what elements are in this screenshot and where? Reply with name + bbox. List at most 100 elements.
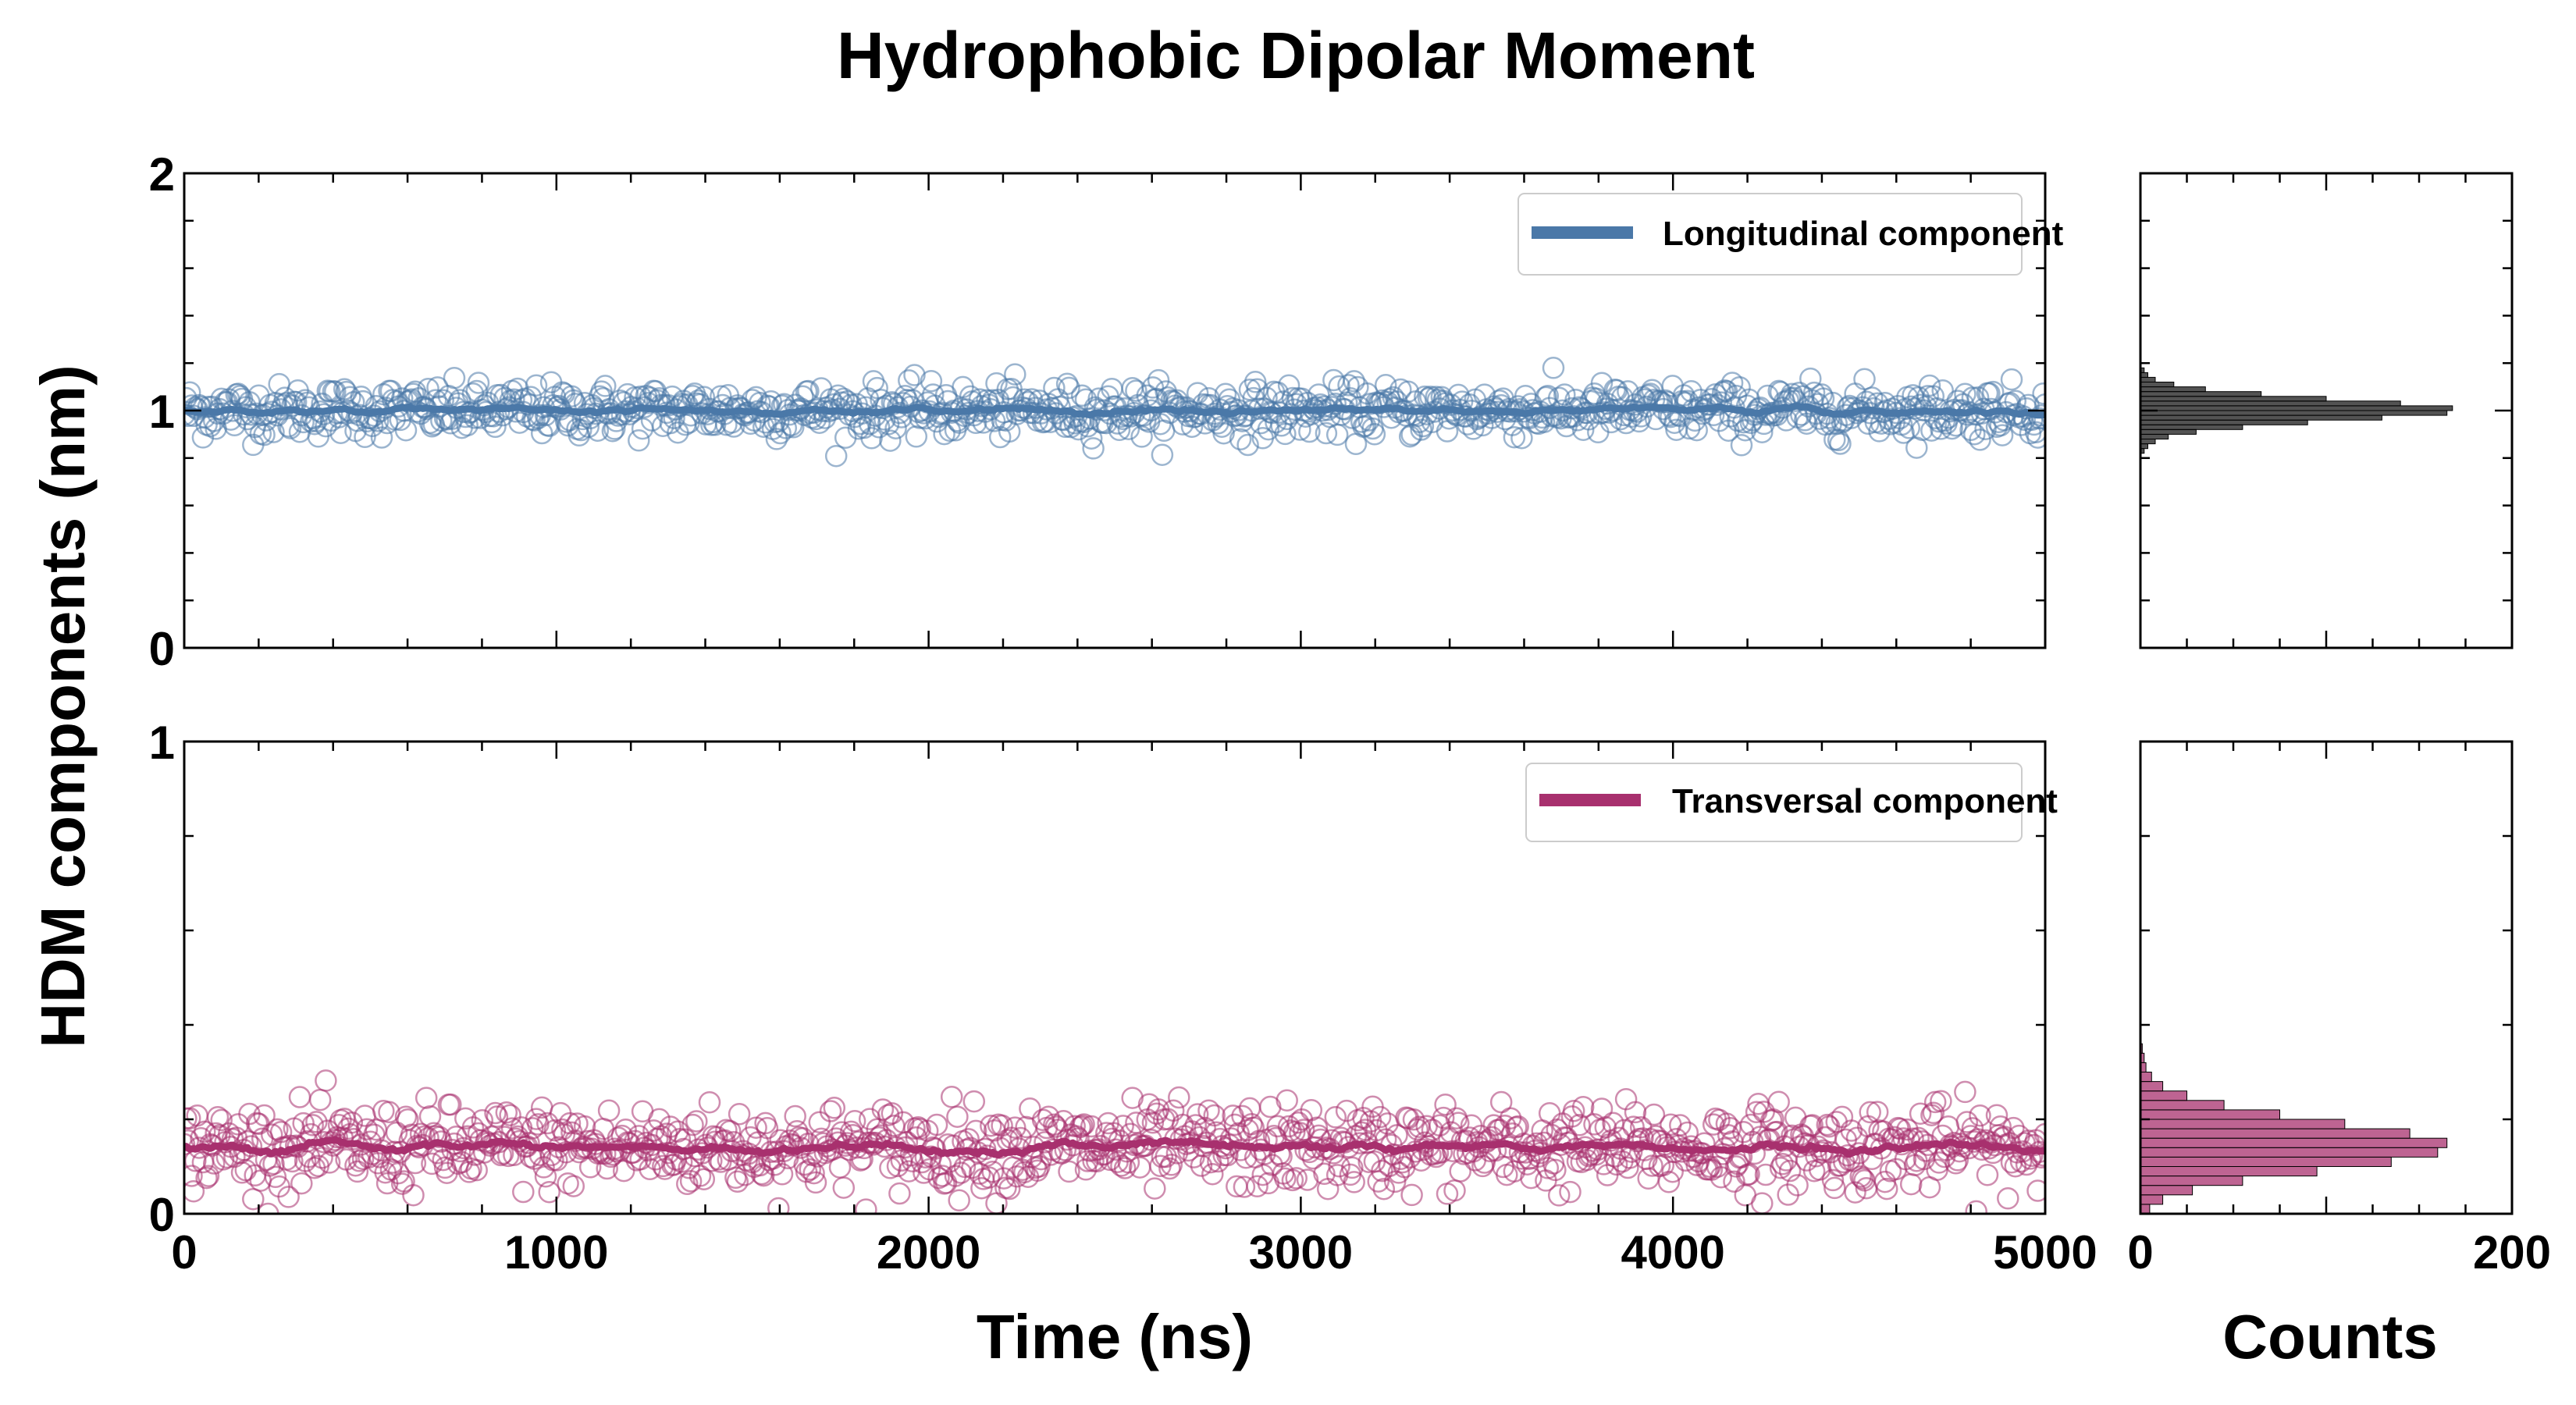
scatter-point: [257, 1202, 279, 1214]
scatter-point: [1542, 357, 1565, 379]
transversal-series: [184, 1069, 2045, 1214]
scatter-point: [288, 1086, 311, 1108]
scatter-point: [866, 376, 888, 400]
scatter-point: [770, 1163, 794, 1186]
scatter-point: [426, 376, 449, 399]
scatter-point: [1203, 1104, 1226, 1127]
scatter-point: [802, 1161, 825, 1185]
scatter-point: [985, 372, 1008, 395]
scatter-point: [1669, 1114, 1692, 1136]
scatter-point: [628, 429, 650, 452]
x-tick-label: 5000: [1993, 1226, 2097, 1279]
scatter-point: [1571, 418, 1595, 441]
scatter-point: [277, 414, 300, 438]
scatter-point: [346, 1160, 369, 1183]
scatter-point: [262, 421, 285, 443]
y-tick-label: 2: [149, 148, 175, 201]
scatter-point: [1055, 1128, 1079, 1151]
histogram-bar: [2140, 1166, 2318, 1177]
scatter-point: [512, 1180, 535, 1204]
top-panel-frame: [183, 172, 2047, 649]
scatter-point: [726, 1170, 749, 1193]
scatter-point: [1909, 1102, 1932, 1125]
scatter-point: [194, 1120, 216, 1144]
scatter-point: [1599, 411, 1623, 434]
bottom-panel-frame: [183, 740, 2047, 1215]
histogram-bar: [2140, 1194, 2164, 1205]
scatter-point: [1411, 414, 1435, 438]
scatter-point: [1044, 1115, 1068, 1138]
scatter-point: [843, 1109, 866, 1133]
x-axis-label-time: Time (ns): [977, 1302, 1253, 1371]
scatter-point: [1840, 1119, 1863, 1142]
bottom-legend-label: Transversal component: [1672, 782, 2058, 820]
x-tick-label: 3000: [1249, 1226, 1353, 1279]
scatter-point: [1160, 1154, 1183, 1176]
scatter-point: [1201, 1162, 1224, 1186]
y-axis-label: HDM components (nm): [28, 365, 98, 1048]
scatter-point: [601, 419, 624, 443]
scatter-point: [467, 372, 490, 394]
scatter-point: [1168, 1086, 1190, 1109]
scatter-point: [1229, 428, 1252, 451]
scatter-point: [860, 427, 883, 450]
scatter-point: [1276, 1089, 1298, 1112]
scatter-point: [1372, 1177, 1396, 1200]
scatter-point: [1946, 1149, 1969, 1172]
x-axis-label-counts: Counts: [2222, 1302, 2438, 1371]
scatter-point: [596, 1157, 618, 1180]
scatter-point: [962, 1090, 986, 1113]
scatter-point: [1371, 1159, 1393, 1183]
scatter-point: [471, 1109, 494, 1132]
scatter-point: [1242, 1116, 1265, 1140]
scatter-point: [1151, 443, 1174, 466]
histogram-bar: [2140, 1147, 2439, 1158]
scatter-point: [1257, 418, 1280, 441]
scatter-point: [881, 1102, 904, 1125]
scatter-point: [1212, 422, 1235, 445]
scatter-point: [1246, 1175, 1268, 1198]
scatter-point: [1553, 383, 1576, 406]
scatter-point: [1955, 1111, 1979, 1133]
histogram-bar: [2140, 414, 2382, 421]
scatter-point: [1488, 1119, 1511, 1141]
scatter-point: [685, 1110, 708, 1133]
scatter-point: [879, 1157, 902, 1179]
histogram-bar: [2140, 424, 2243, 430]
scatter-point: [1571, 1096, 1595, 1119]
scatter-point: [586, 419, 610, 442]
scatter-point: [1641, 1154, 1663, 1177]
scatter-point: [920, 369, 943, 393]
scatter-point: [1918, 374, 1941, 397]
scatter-point: [782, 416, 805, 439]
scatter-point: [681, 1113, 704, 1136]
scatter-point: [1605, 1153, 1628, 1176]
histogram-bar: [2140, 376, 2156, 382]
scatter-point: [977, 1166, 1001, 1189]
scatter-point: [1367, 1170, 1389, 1193]
histogram-bar: [2140, 1119, 2346, 1129]
scatter-point: [698, 1090, 721, 1114]
histogram-bar: [2140, 396, 2327, 402]
scatter-point: [1547, 1184, 1571, 1207]
scatter-point: [1954, 1080, 1976, 1104]
scatter-point: [1128, 1156, 1151, 1179]
scatter-point: [1754, 1163, 1777, 1186]
scatter-point: [1751, 1192, 1774, 1214]
scatter-point: [1799, 367, 1822, 390]
scatter-point: [1253, 1143, 1276, 1165]
running-mean-line: [184, 402, 2045, 419]
x-tick-label: 4000: [1621, 1226, 1724, 1279]
longitudinal-series: [184, 357, 2045, 468]
scatter-point: [1186, 1103, 1209, 1126]
scatter-point: [1121, 1087, 1144, 1109]
scatter-point: [1969, 429, 1991, 451]
scatter-point: [922, 383, 945, 406]
scatter-point: [484, 415, 507, 439]
scatter-point: [1503, 425, 1526, 449]
scatter-point: [1801, 1114, 1823, 1136]
scatter-point: [1786, 1174, 1809, 1197]
scatter-point: [804, 1171, 827, 1194]
scatter-point: [948, 1189, 970, 1212]
